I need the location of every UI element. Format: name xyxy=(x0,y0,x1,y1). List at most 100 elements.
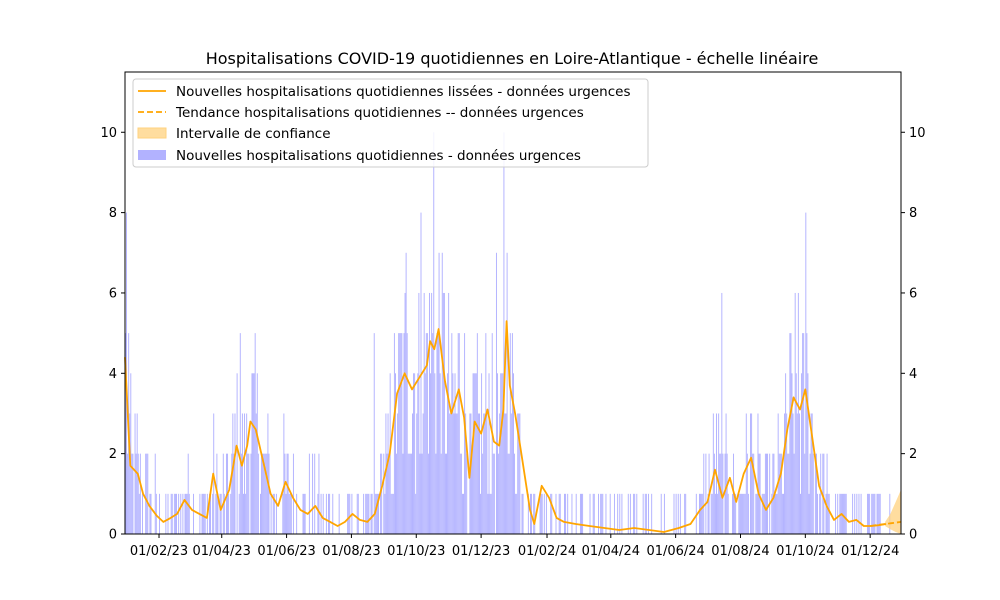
daily-bar xyxy=(386,453,388,534)
daily-bar xyxy=(357,493,359,534)
daily-bar xyxy=(373,333,375,534)
daily-bar xyxy=(820,453,822,534)
daily-bar xyxy=(347,493,349,534)
daily-bar xyxy=(423,292,425,534)
daily-bar xyxy=(134,413,136,534)
daily-bar xyxy=(392,493,394,534)
daily-bar xyxy=(835,493,837,534)
daily-bar xyxy=(238,493,240,534)
daily-bar xyxy=(260,493,261,534)
x-tick-label: 01/12/23 xyxy=(452,544,510,559)
daily-bar xyxy=(273,493,275,534)
daily-bar xyxy=(434,373,436,534)
daily-bar xyxy=(644,493,646,534)
daily-bar xyxy=(426,333,428,534)
daily-bar xyxy=(233,453,235,534)
daily-bar xyxy=(814,453,816,534)
x-tick-label: 01/04/23 xyxy=(193,544,251,559)
daily-bar xyxy=(223,493,225,534)
daily-bar xyxy=(495,252,497,534)
daily-bar xyxy=(442,292,444,534)
daily-bar xyxy=(129,413,131,534)
daily-bar xyxy=(485,333,487,534)
daily-bar xyxy=(270,493,272,534)
daily-bar xyxy=(210,493,211,534)
legend-label: Nouvelles hospitalisations quotidiennes … xyxy=(176,148,581,164)
daily-bar xyxy=(393,333,395,534)
daily-bar xyxy=(234,413,236,534)
daily-bar xyxy=(220,493,222,534)
daily-bar xyxy=(651,493,653,534)
daily-bar xyxy=(516,493,518,534)
daily-bar xyxy=(602,493,604,534)
daily-bar xyxy=(505,413,507,534)
daily-bar xyxy=(349,493,351,534)
daily-bar xyxy=(427,453,429,534)
daily-bar xyxy=(147,453,149,534)
daily-bar xyxy=(506,252,508,534)
daily-bar xyxy=(779,453,781,534)
daily-bar xyxy=(797,292,799,534)
daily-bar xyxy=(457,333,459,534)
daily-bar xyxy=(627,493,629,534)
daily-bar xyxy=(771,493,773,534)
daily-bar xyxy=(263,453,265,534)
daily-bar xyxy=(746,453,748,534)
daily-bar xyxy=(314,453,316,534)
daily-bar xyxy=(267,413,269,534)
y-tick-label-left: 8 xyxy=(109,206,117,221)
daily-bar xyxy=(149,493,151,534)
axes-layer: 0 0 2 2 4 4 6 6 8 8 10 10 01/02/23 01/04/23 01/06/23 01… xyxy=(100,126,925,559)
daily-bar xyxy=(405,252,407,534)
daily-bar xyxy=(522,493,524,534)
daily-bar xyxy=(868,493,870,534)
daily-bar xyxy=(253,373,255,534)
daily-bar xyxy=(381,453,383,534)
daily-bar xyxy=(203,493,205,534)
daily-bar xyxy=(621,493,623,534)
daily-bar xyxy=(598,493,599,534)
daily-bar xyxy=(745,413,747,534)
daily-bar xyxy=(252,373,254,534)
daily-bar xyxy=(366,493,368,534)
daily-bar xyxy=(146,453,148,534)
daily-bar xyxy=(261,453,263,534)
daily-bar xyxy=(775,493,777,534)
daily-bar xyxy=(472,373,474,534)
daily-bar xyxy=(545,493,547,534)
legend-box xyxy=(132,78,649,168)
daily-bar xyxy=(493,453,495,534)
daily-bar xyxy=(551,493,553,534)
daily-bar xyxy=(801,373,803,534)
daily-bar xyxy=(763,493,765,534)
daily-bar xyxy=(540,493,542,534)
daily-bar xyxy=(432,333,434,534)
daily-bar xyxy=(633,493,635,534)
daily-bar xyxy=(735,493,737,534)
legend-label: Intervalle de confiance xyxy=(176,126,331,142)
daily-bar xyxy=(700,493,702,534)
daily-bar xyxy=(471,453,473,534)
daily-bar xyxy=(444,453,446,534)
daily-bar xyxy=(718,413,720,534)
daily-bar xyxy=(449,413,451,534)
daily-bar xyxy=(579,493,581,534)
daily-bar xyxy=(747,493,749,534)
daily-bar xyxy=(383,453,385,534)
daily-bar xyxy=(521,493,523,534)
daily-bar xyxy=(403,333,405,534)
daily-bar xyxy=(268,453,270,534)
daily-bar xyxy=(740,493,742,534)
daily-bar xyxy=(202,493,204,534)
daily-bar xyxy=(137,453,139,534)
daily-bar xyxy=(741,493,743,534)
daily-bar xyxy=(790,333,792,534)
daily-bar xyxy=(170,493,172,534)
daily-bar xyxy=(395,373,396,534)
daily-bar xyxy=(288,493,290,534)
daily-bar xyxy=(567,493,569,534)
daily-bar xyxy=(422,413,424,534)
daily-bar xyxy=(438,252,440,534)
daily-bar xyxy=(756,493,758,534)
daily-bar xyxy=(275,493,277,534)
